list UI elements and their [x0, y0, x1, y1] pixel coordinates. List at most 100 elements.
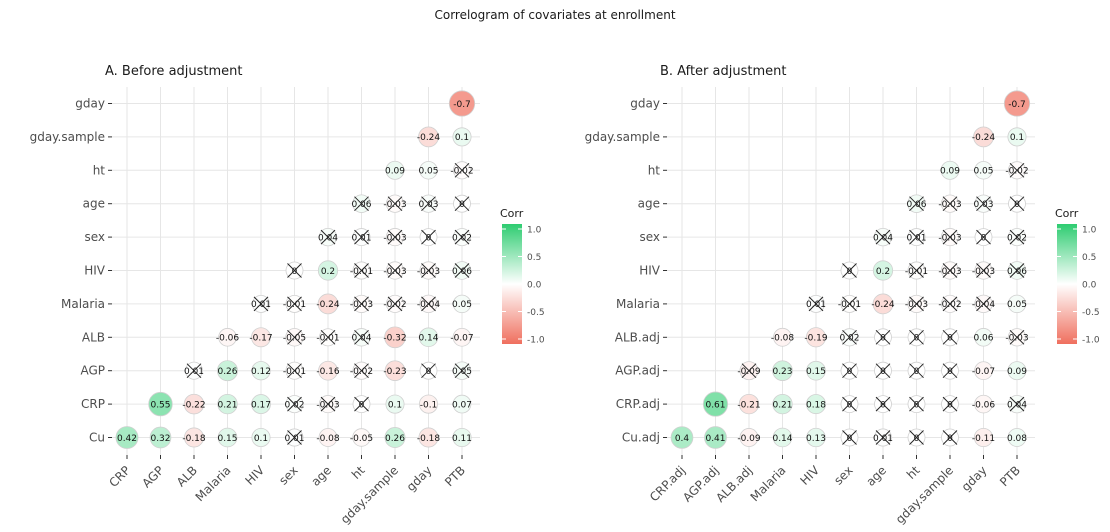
corr-circle: [385, 394, 405, 414]
corr-value-label: -0.02: [350, 367, 373, 377]
corr-cell: 0.01: [906, 228, 927, 247]
corr-circle: [384, 427, 406, 448]
corr-circle: [704, 426, 727, 449]
corr-cell: 0.2: [317, 260, 339, 281]
corr-value-label: 0: [880, 334, 886, 344]
corr-cell: -0.03: [383, 228, 407, 247]
x-tick-label: AGP: [139, 463, 166, 490]
nonsignificant-cross: [421, 363, 436, 379]
corr-value-label: -0.03: [383, 233, 406, 243]
corr-circle: [418, 394, 438, 414]
corr-cell: 0.09: [1007, 361, 1027, 381]
corr-cell: 0.05: [452, 361, 472, 380]
nonsignificant-cross: [942, 430, 958, 445]
corr-cell: -0.03: [316, 395, 340, 414]
nonsignificant-cross: [909, 229, 924, 245]
corr-circle: [738, 393, 760, 415]
corr-value-label: 0.1: [455, 133, 469, 143]
y-tick-label: sex: [639, 230, 660, 244]
corr-cell: 0.02: [839, 328, 860, 347]
corr-cell: 0.01: [351, 228, 372, 247]
corr-value-label: -0.03: [938, 200, 961, 210]
y-tick-label: CRP.adj: [616, 397, 660, 411]
corr-cell: -0.17: [249, 327, 273, 348]
corr-value-label: 0.26: [217, 367, 237, 377]
corr-value-label: 0.42: [117, 434, 137, 444]
corr-cell: -0.19: [804, 327, 828, 348]
x-tick-label: ht: [349, 463, 368, 482]
corr-value-label: 0.1: [254, 434, 268, 444]
corr-circle: [217, 360, 238, 382]
y-tick-label: gday: [630, 97, 660, 111]
corr-circle: [772, 427, 793, 448]
y-tick-label: AGP: [80, 364, 105, 378]
x-tick-label: age: [863, 463, 889, 489]
y-tick-label: HIV: [639, 264, 661, 278]
nonsignificant-cross: [320, 329, 336, 345]
nonsignificant-cross: [387, 196, 403, 212]
corr-value-label: 0.26: [385, 434, 405, 444]
corr-cell: 0: [874, 328, 892, 347]
corr-cell: 0.01: [284, 428, 305, 447]
corr-cell: 0.04: [351, 328, 372, 347]
nonsignificant-cross: [354, 296, 369, 312]
corr-circle: [452, 327, 472, 347]
corr-cell: -0.05: [283, 328, 306, 347]
legend-tick-label: 1.0: [1082, 226, 1097, 236]
corr-cell: 0.18: [806, 394, 826, 415]
corr-cell: 0.26: [384, 427, 406, 448]
corr-circle: [974, 161, 993, 180]
x-tick-label: gday.sample: [338, 463, 401, 526]
nonsignificant-cross: [454, 363, 470, 379]
corr-value-label: 0: [847, 400, 853, 410]
corr-cell: 0.04: [873, 227, 893, 247]
figure-title: Correlogram of covariates at enrollment: [434, 8, 676, 22]
y-tick-label: Malaria: [616, 297, 660, 311]
corr-value-label: 0.02: [839, 334, 859, 344]
corr-value-label: 0: [1014, 200, 1020, 210]
corr-value-label: 0.01: [251, 300, 271, 310]
corr-circle: [702, 391, 729, 417]
corr-circle: [452, 127, 472, 147]
corr-value-label: 0.23: [772, 367, 792, 377]
corr-circle: [772, 360, 793, 381]
corr-value-label: -0.05: [350, 434, 373, 444]
corr-cell: 0.02: [284, 395, 305, 414]
corr-value-label: -0.04: [417, 300, 441, 310]
nonsignificant-cross: [1009, 196, 1025, 212]
legend-tick-label: 0.5: [527, 253, 541, 263]
corr-value-label: 0.06: [452, 267, 472, 277]
corr-value-label: 0: [459, 200, 465, 210]
corr-value-label: 0.06: [1007, 267, 1027, 277]
corr-cell: -0.07: [972, 361, 995, 381]
corr-cell: 0.17: [251, 394, 271, 415]
corr-cell: -0.16: [316, 360, 340, 381]
panel-a-correlogram: A. Before adjustmentgdaygday.samplehtage…: [30, 64, 545, 526]
legend-tick-label: -0.5: [1082, 308, 1100, 318]
corr-cell: 0.03: [418, 194, 439, 213]
corr-cell: -0.24: [871, 293, 895, 315]
corr-cell: 0.08: [1007, 428, 1027, 447]
corr-circle: [973, 126, 994, 148]
corr-value-label: -0.09: [737, 434, 761, 444]
corr-value-label: -0.03: [350, 300, 373, 310]
corr-cell: -0.06: [972, 394, 995, 414]
corr-value-label: 0.14: [772, 434, 792, 444]
corr-value-label: 0.41: [705, 434, 725, 444]
corr-value-label: 0: [880, 400, 886, 410]
x-tick-label: PTB: [997, 463, 1023, 489]
corr-value-label: 0: [847, 434, 853, 444]
corr-value-label: 0: [947, 400, 953, 410]
corr-value-label: 0.01: [873, 434, 893, 444]
corr-cell: -0.03: [383, 194, 407, 213]
corr-value-label: -0.03: [417, 267, 440, 277]
corr-circle: [317, 260, 339, 281]
corr-value-label: -0.24: [316, 300, 340, 310]
corr-value-label: 0.01: [806, 300, 826, 310]
legend-tick-label: 0.5: [1082, 253, 1096, 263]
nonsignificant-cross: [976, 263, 991, 278]
nonsignificant-cross: [942, 396, 958, 412]
panel-title: A. Before adjustment: [105, 64, 243, 79]
corr-cell: 0.06: [351, 194, 372, 213]
